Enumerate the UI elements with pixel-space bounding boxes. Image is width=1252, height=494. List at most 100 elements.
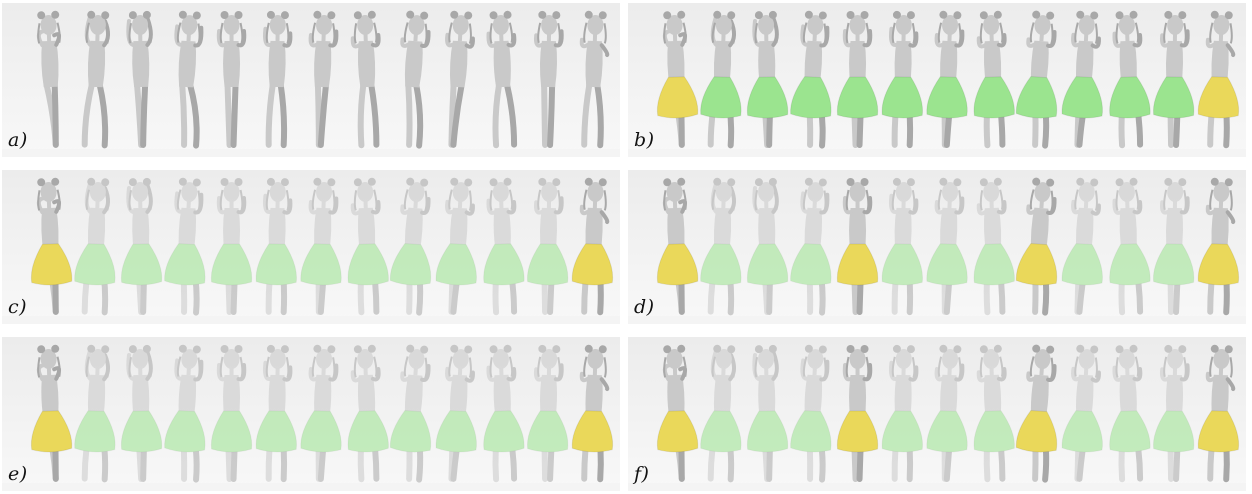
dancer-figure bbox=[656, 344, 699, 482]
green-skirt bbox=[881, 76, 924, 119]
dancer-figure bbox=[81, 10, 111, 149]
green-skirt bbox=[790, 243, 832, 286]
dancer-figure bbox=[656, 10, 699, 148]
dancer-figure bbox=[120, 177, 163, 316]
dancer-figure bbox=[174, 10, 204, 149]
yellow-skirt bbox=[1015, 409, 1058, 453]
dancer-figure bbox=[1152, 177, 1195, 316]
dancer-figure bbox=[700, 10, 742, 149]
dancer-figure bbox=[881, 344, 924, 483]
panel-c: c) bbox=[2, 170, 620, 324]
green-skirt bbox=[210, 410, 253, 453]
dancer-figure bbox=[1015, 177, 1058, 316]
panel-d: d) bbox=[628, 170, 1246, 324]
green-skirt bbox=[700, 243, 742, 286]
dancer-figure bbox=[30, 344, 73, 482]
dancer-figure bbox=[36, 10, 62, 148]
yellow-skirt bbox=[30, 410, 73, 453]
green-skirt bbox=[973, 243, 1015, 286]
dancer-figure bbox=[435, 177, 477, 315]
dancer-figure bbox=[533, 10, 564, 149]
panel-b: b) bbox=[628, 3, 1246, 157]
green-skirt bbox=[1109, 243, 1151, 286]
yellow-skirt bbox=[656, 76, 699, 119]
dancer-figure bbox=[1109, 10, 1151, 149]
green-skirt bbox=[1015, 75, 1058, 119]
green-skirt bbox=[435, 410, 477, 453]
dancer-figure bbox=[1197, 10, 1240, 149]
green-skirt bbox=[790, 410, 832, 453]
panel-d-scene bbox=[628, 170, 1246, 324]
green-skirt bbox=[881, 410, 924, 453]
dancer-figure bbox=[836, 345, 879, 482]
green-skirt bbox=[790, 76, 832, 119]
green-skirt bbox=[389, 409, 432, 453]
green-skirt bbox=[973, 410, 1015, 453]
dancer-figure bbox=[1109, 344, 1151, 483]
dancer-figure bbox=[347, 344, 389, 483]
green-skirt bbox=[1152, 410, 1195, 453]
green-skirt bbox=[389, 242, 432, 286]
green-skirt bbox=[926, 243, 968, 286]
dancer-figure bbox=[973, 10, 1015, 149]
green-skirt bbox=[210, 243, 253, 286]
dancer-figure bbox=[973, 177, 1015, 316]
dancer-figure bbox=[350, 10, 381, 149]
green-skirt bbox=[255, 243, 298, 286]
dancer-figure bbox=[526, 177, 569, 316]
dancer-figure bbox=[1061, 177, 1103, 315]
dancer-figure bbox=[926, 344, 968, 482]
dancer-figure bbox=[262, 10, 293, 149]
green-skirt bbox=[1152, 243, 1195, 286]
dancer-figure bbox=[347, 177, 389, 316]
yellow-skirt bbox=[1015, 242, 1058, 286]
dancer-figure bbox=[210, 178, 253, 315]
yellow-skirt bbox=[30, 243, 73, 286]
green-skirt bbox=[483, 410, 525, 453]
dancer-figure bbox=[1109, 177, 1151, 316]
green-skirt bbox=[1109, 410, 1151, 453]
green-skirt bbox=[74, 243, 116, 286]
green-skirt bbox=[1109, 76, 1151, 119]
dancer-figure bbox=[486, 10, 518, 149]
green-skirt bbox=[483, 243, 525, 286]
green-skirt bbox=[1152, 76, 1195, 119]
green-skirt bbox=[700, 410, 742, 453]
yellow-skirt bbox=[1197, 76, 1240, 119]
green-skirt bbox=[120, 410, 163, 453]
dancer-figure bbox=[836, 178, 879, 315]
panel-a: a) bbox=[2, 3, 620, 157]
dancer-figure bbox=[881, 177, 924, 316]
dancer-figure bbox=[1197, 177, 1240, 316]
dancer-figure bbox=[571, 177, 614, 316]
green-skirt bbox=[926, 76, 968, 119]
dancer-figure bbox=[483, 177, 525, 316]
dancer-figure bbox=[700, 344, 742, 483]
panel-label-f: f) bbox=[634, 463, 650, 485]
dancer-figure bbox=[1061, 10, 1103, 148]
dancer-figure bbox=[210, 345, 253, 482]
green-skirt bbox=[347, 243, 389, 286]
dancer-figure bbox=[790, 344, 832, 483]
yellow-skirt bbox=[656, 243, 699, 286]
dancer-figure bbox=[1015, 344, 1058, 483]
green-skirt bbox=[1061, 76, 1103, 119]
yellow-skirt bbox=[571, 410, 614, 453]
dancer-figure bbox=[74, 177, 116, 316]
green-skirt bbox=[255, 410, 298, 453]
yellow-skirt bbox=[1197, 410, 1240, 453]
dancer-figure bbox=[973, 344, 1015, 483]
green-skirt bbox=[526, 410, 569, 453]
green-skirt bbox=[746, 243, 789, 286]
green-skirt bbox=[300, 243, 342, 286]
yellow-skirt bbox=[836, 243, 879, 286]
panel-f-scene bbox=[628, 337, 1246, 491]
dancer-figure bbox=[120, 344, 163, 483]
dancer-figure bbox=[400, 10, 431, 149]
dancer-figure bbox=[216, 11, 247, 148]
green-skirt bbox=[926, 410, 968, 453]
dancer-figure bbox=[255, 177, 298, 316]
yellow-skirt bbox=[1197, 243, 1240, 286]
dancer-figure bbox=[1152, 10, 1195, 149]
green-skirt bbox=[746, 76, 789, 119]
